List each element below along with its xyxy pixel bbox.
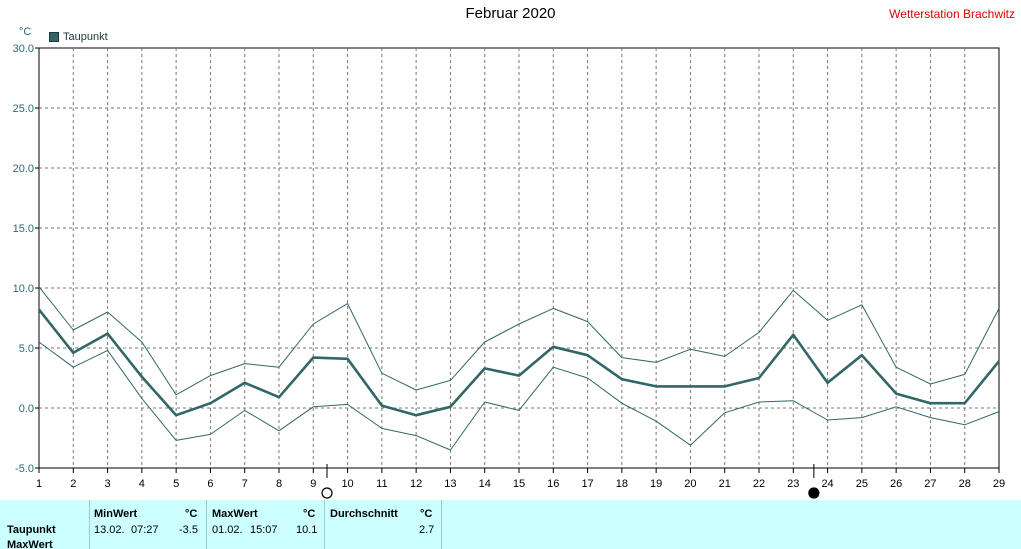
- new-moon-icon: [808, 487, 820, 499]
- stats-divider: [324, 500, 325, 549]
- x-tick-label: 13: [444, 478, 456, 490]
- y-tick-label: -5.0: [15, 463, 34, 475]
- max-header: MaxWert: [212, 508, 258, 520]
- avg-value: 2.7: [419, 524, 435, 536]
- y-tick-label: 30.0: [13, 43, 34, 55]
- min-unit: °C: [185, 508, 198, 520]
- x-tick-label: 29: [993, 478, 1005, 490]
- x-tick-label: 22: [753, 478, 765, 490]
- full-moon-icon: [321, 487, 333, 499]
- max-unit: °C: [303, 508, 316, 520]
- x-tick-label: 2: [70, 478, 76, 490]
- x-tick-label: 3: [105, 478, 111, 490]
- y-tick-label: 10.0: [13, 283, 34, 295]
- y-tick-label: 25.0: [13, 103, 34, 115]
- x-tick-label: 15: [513, 478, 525, 490]
- series-line-min: [38, 341, 1000, 451]
- legend-swatch: [49, 32, 59, 42]
- x-tick-label: 26: [890, 478, 902, 490]
- x-tick-label: 14: [479, 478, 491, 490]
- legend-label: Taupunkt: [63, 31, 108, 43]
- x-tick-label: 6: [207, 478, 213, 490]
- y-tick-label: 20.0: [13, 163, 34, 175]
- y-tick-label: 0.0: [19, 403, 34, 415]
- chart-title: Februar 2020: [465, 5, 556, 22]
- x-tick-label: 21: [719, 478, 731, 490]
- station-name: Wetterstation Brachwitz: [889, 7, 1015, 21]
- series-line-max: [38, 286, 1000, 396]
- x-tick-label: 7: [242, 478, 248, 490]
- x-tick-label: 10: [341, 478, 353, 490]
- x-tick-label: 8: [276, 478, 282, 490]
- min-value: -3.5: [179, 524, 198, 536]
- x-tick-label: 1: [36, 478, 42, 490]
- x-tick-label: 27: [924, 478, 936, 490]
- max-value: 10.1: [296, 524, 318, 536]
- x-tick-label: 12: [410, 478, 422, 490]
- avg-header: Durchschnitt: [330, 508, 398, 520]
- x-tick-label: 17: [581, 478, 593, 490]
- max-date: 01.02.: [212, 524, 243, 536]
- series-line-avg: [37, 308, 1001, 417]
- y-tick-label: 5.0: [19, 343, 34, 355]
- legend: Taupunkt: [49, 31, 108, 43]
- x-tick-label: 24: [821, 478, 833, 490]
- row-label-maxwert: MaxWert: [7, 539, 53, 549]
- x-tick-label: 16: [547, 478, 559, 490]
- x-tick-label: 18: [616, 478, 628, 490]
- stats-divider: [441, 500, 442, 549]
- x-tick-label: 4: [139, 478, 145, 490]
- avg-unit: °C: [420, 508, 433, 520]
- x-tick-label: 5: [173, 478, 179, 490]
- stats-divider: [89, 500, 90, 549]
- x-tick-label: 19: [650, 478, 662, 490]
- min-date: 13.02.: [94, 524, 125, 536]
- x-tick-label: 9: [310, 478, 316, 490]
- stats-panel: MinWert °C MaxWert °C Durchschnitt °C Ta…: [0, 500, 1021, 549]
- x-tick-label: 28: [959, 478, 971, 490]
- row-label-taupunkt: Taupunkt: [7, 524, 56, 536]
- x-tick-label: 11: [376, 478, 387, 490]
- min-header: MinWert: [94, 508, 138, 520]
- x-tick-label: 25: [856, 478, 868, 490]
- x-tick-label: 23: [787, 478, 799, 490]
- min-time: 07:27: [131, 524, 159, 536]
- stats-divider: [206, 500, 207, 549]
- y-axis-unit: °C: [19, 26, 32, 38]
- line-chart: -5.00.05.010.015.020.025.030.01 2 3 4 5 6 7 8 9 1…: [13, 43, 1005, 499]
- y-tick-label: 15.0: [13, 223, 34, 235]
- max-time: 15:07: [250, 524, 278, 536]
- x-tick-label: 20: [684, 478, 696, 490]
